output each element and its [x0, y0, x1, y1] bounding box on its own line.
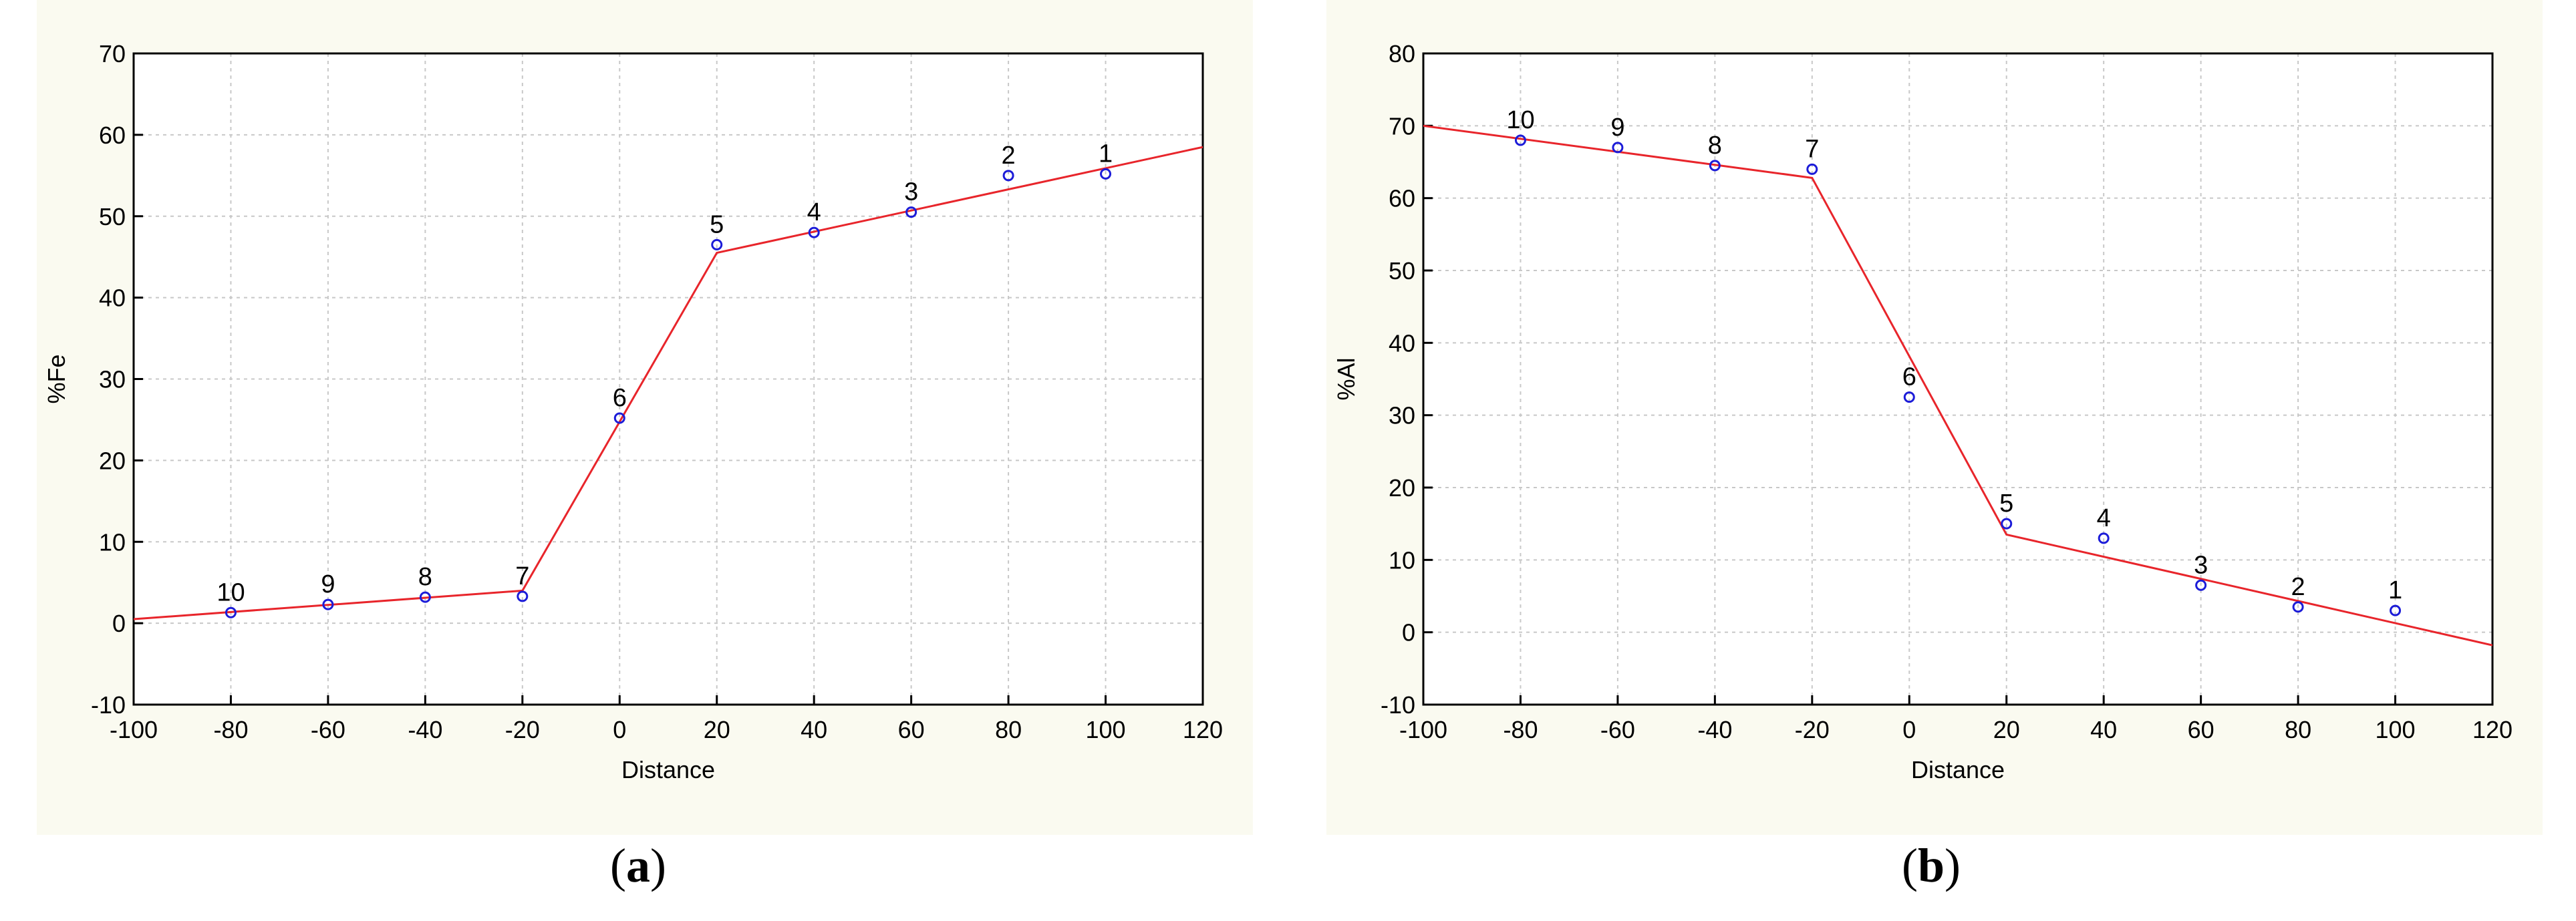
x-tick-label: 100: [2376, 716, 2416, 743]
x-axis-label: Distance: [1911, 756, 2005, 783]
x-axis-label: Distance: [621, 756, 715, 783]
fit-line: [134, 146, 1203, 620]
data-point: [1612, 142, 1624, 154]
point-label: 7: [1805, 135, 1819, 163]
y-tick-label: 10: [1389, 546, 1415, 574]
point-label: 9: [1610, 114, 1624, 142]
point-label: 8: [1708, 132, 1722, 160]
x-tick-label: 60: [898, 716, 925, 743]
y-tick-label: 60: [99, 122, 126, 149]
point-label: 6: [613, 384, 627, 412]
data-point: [808, 226, 820, 238]
point-label: 5: [1999, 490, 2013, 518]
point-label: 7: [515, 562, 529, 590]
x-tick-label: 120: [2472, 716, 2513, 743]
x-tick-label: 20: [1993, 716, 2020, 743]
x-tick-label: -60: [311, 716, 345, 743]
point-label: 2: [1002, 142, 1016, 170]
point-label: 8: [418, 563, 432, 591]
data-point: [905, 206, 917, 218]
data-point: [2390, 604, 2402, 616]
x-tick-label: 40: [801, 716, 827, 743]
caption-b: (b): [1901, 839, 1961, 892]
chart-panel-b: -100 -80 -60 -40 -20 0 20 40 60 80 100 120 -10 0 10 20 3…: [1326, 0, 2543, 835]
y-tick-label: 0: [112, 610, 126, 637]
data-point: [613, 412, 625, 424]
x-tick-label: -40: [408, 716, 442, 743]
data-point: [1100, 168, 1112, 180]
point-label: 3: [2194, 551, 2208, 579]
data-point: [1514, 134, 1526, 146]
x-tick-label: 20: [704, 716, 730, 743]
point-label: 5: [710, 210, 724, 238]
data-point: [2098, 532, 2110, 544]
data-point: [1002, 170, 1014, 182]
y-tick-label: 40: [99, 285, 126, 312]
plot-area: [1423, 53, 2492, 705]
y-tick-label: 30: [99, 366, 126, 393]
x-tick-label: 0: [1902, 716, 1916, 743]
y-tick-label: 10: [99, 528, 126, 556]
point-label: 1: [2388, 576, 2402, 604]
data-point: [1903, 391, 1915, 403]
point-label: 2: [2291, 573, 2305, 601]
data-point: [711, 238, 723, 250]
data-point: [2195, 579, 2207, 591]
x-tick-label: -40: [1697, 716, 1732, 743]
data-point: [322, 598, 334, 610]
point-label: 1: [1099, 140, 1113, 168]
data-point: [1709, 160, 1721, 172]
y-tick-label: -10: [91, 691, 126, 719]
chart-b-svg: -100 -80 -60 -40 -20 0 20 40 60 80 100 120-10010203…: [1332, 40, 2513, 783]
data-point: [225, 606, 237, 618]
data-point: [2292, 601, 2304, 613]
x-tick-label: 0: [613, 716, 626, 743]
y-tick-label: 50: [1389, 257, 1415, 285]
x-tick-label: -80: [1503, 716, 1538, 743]
x-tick-label: 80: [2285, 716, 2311, 743]
caption-b-letter: b: [1917, 839, 1945, 892]
point-label: 10: [217, 578, 245, 606]
data-point: [1806, 163, 1818, 175]
y-tick-label: 20: [1389, 474, 1415, 502]
y-tick-label: 80: [1389, 40, 1415, 67]
y-tick-label: 0: [1402, 619, 1415, 647]
y-axis-label: %Fe: [43, 354, 70, 403]
x-tick-label: 80: [995, 716, 1022, 743]
plot-frame: [1422, 52, 2494, 706]
point-label: 10: [1506, 106, 1534, 134]
y-tick-label: 30: [1389, 402, 1415, 429]
y-tick-label: 20: [99, 447, 126, 474]
data-point: [2001, 518, 2013, 530]
x-tick-label: -100: [1399, 716, 1447, 743]
y-tick-label: -10: [1381, 691, 1415, 719]
point-label: 6: [1902, 363, 1916, 391]
point-label: 4: [807, 198, 821, 226]
y-tick-label: 40: [1389, 329, 1415, 357]
x-tick-label: -100: [110, 716, 158, 743]
chart-a-svg: -100 -80 -60 -40 -20 0 20 40 60 80 100 120-10010203…: [43, 40, 1223, 783]
x-tick-label: 120: [1183, 716, 1223, 743]
y-tick-label: 70: [99, 40, 126, 67]
y-tick-label: 70: [1389, 112, 1415, 140]
x-tick-label: 100: [1086, 716, 1126, 743]
point-label: 3: [904, 178, 918, 206]
data-point: [517, 590, 529, 602]
point-label: 4: [2097, 504, 2111, 532]
point-label: 9: [321, 570, 335, 598]
caption-a: (a): [610, 839, 666, 892]
y-axis-label: %Al: [1332, 357, 1360, 400]
y-tick-label: 60: [1389, 185, 1415, 212]
x-tick-label: -20: [1795, 716, 1830, 743]
x-tick-label: -20: [505, 716, 540, 743]
x-tick-label: 60: [2188, 716, 2214, 743]
caption-a-letter: a: [626, 839, 650, 892]
chart-panel-a: -100 -80 -60 -40 -20 0 20 40 60 80 100 120 -10 0 10 20 3…: [37, 0, 1253, 835]
x-tick-label: -60: [1600, 716, 1635, 743]
x-tick-label: 40: [2090, 716, 2117, 743]
y-tick-label: 50: [99, 203, 126, 230]
x-tick-label: -80: [213, 716, 248, 743]
data-point: [419, 591, 431, 603]
